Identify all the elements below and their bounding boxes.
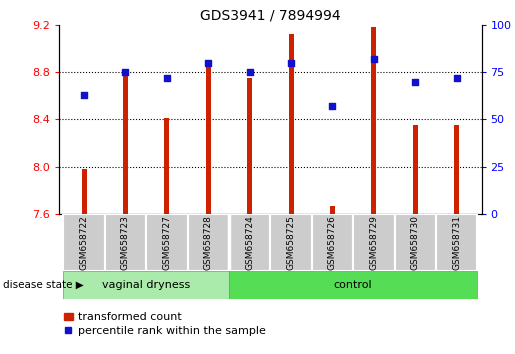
Point: [80, 92, 88, 98]
Bar: [146, 214, 187, 271]
Point: [287, 60, 295, 65]
Bar: [105, 214, 146, 271]
Bar: [63, 271, 229, 299]
Bar: [413, 125, 418, 214]
Text: GSM658728: GSM658728: [204, 215, 213, 270]
Text: GSM658723: GSM658723: [121, 215, 130, 270]
Bar: [229, 271, 477, 299]
Bar: [454, 125, 459, 214]
Legend: transformed count, percentile rank within the sample: transformed count, percentile rank withi…: [59, 308, 270, 340]
Text: GSM658727: GSM658727: [162, 215, 171, 270]
Bar: [330, 206, 335, 214]
Point: [122, 69, 130, 75]
Bar: [270, 214, 312, 271]
Bar: [81, 169, 87, 214]
Bar: [394, 214, 436, 271]
Point: [411, 79, 419, 85]
Text: GSM658722: GSM658722: [79, 215, 89, 270]
Text: GSM658731: GSM658731: [452, 215, 461, 270]
Text: GSM658724: GSM658724: [245, 215, 254, 270]
Text: disease state ▶: disease state ▶: [3, 280, 83, 290]
Point: [163, 75, 171, 81]
Point: [453, 75, 461, 81]
Title: GDS3941 / 7894994: GDS3941 / 7894994: [200, 8, 341, 22]
Bar: [63, 214, 105, 271]
Point: [329, 103, 337, 109]
Text: vaginal dryness: vaginal dryness: [102, 280, 191, 290]
Bar: [353, 214, 394, 271]
Bar: [123, 76, 128, 214]
Bar: [371, 27, 376, 214]
Point: [246, 69, 254, 75]
Bar: [436, 214, 477, 271]
Text: GSM658729: GSM658729: [369, 215, 379, 270]
Text: GSM658730: GSM658730: [411, 215, 420, 270]
Point: [370, 56, 378, 62]
Bar: [288, 34, 294, 214]
Point: [204, 60, 212, 65]
Bar: [206, 63, 211, 214]
Text: GSM658726: GSM658726: [328, 215, 337, 270]
Bar: [187, 214, 229, 271]
Bar: [312, 214, 353, 271]
Bar: [164, 118, 169, 214]
Bar: [229, 214, 270, 271]
Text: GSM658725: GSM658725: [286, 215, 296, 270]
Text: control: control: [334, 280, 372, 290]
Bar: [247, 78, 252, 214]
